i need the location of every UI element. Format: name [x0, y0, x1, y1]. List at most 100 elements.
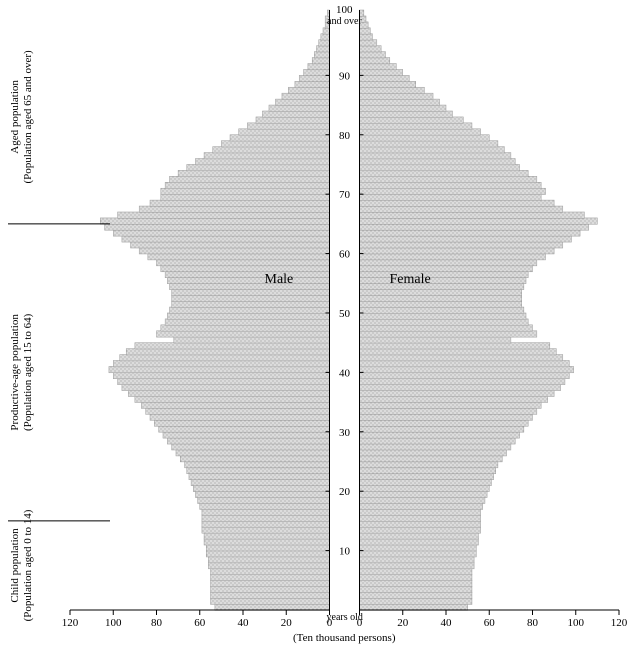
- bar-female: [360, 224, 589, 230]
- bar-male: [135, 343, 330, 349]
- bar-male: [323, 28, 329, 34]
- bar-male: [208, 557, 329, 563]
- bar-male: [211, 568, 330, 574]
- bar-male: [165, 182, 329, 188]
- bar-male: [150, 414, 329, 420]
- bar-female: [360, 182, 542, 188]
- bar-female: [360, 384, 561, 390]
- bar-male: [202, 509, 330, 515]
- bar-female: [360, 260, 537, 266]
- bar-male: [185, 461, 330, 467]
- bar-male: [204, 539, 329, 545]
- x-tick-label: 80: [527, 617, 539, 629]
- bar-female: [360, 254, 546, 260]
- bar-male: [100, 218, 329, 224]
- bracket-label-child: Child population(Population aged 0 to 14…: [9, 509, 34, 621]
- bar-male: [208, 562, 329, 568]
- bar-male: [204, 153, 329, 159]
- bar-female: [360, 580, 472, 586]
- bar-female: [360, 574, 472, 580]
- bar-male: [239, 129, 330, 135]
- bar-male: [206, 551, 329, 557]
- bar-female: [360, 325, 533, 331]
- bar-female: [360, 34, 373, 40]
- bar-female: [360, 230, 581, 236]
- bar-female: [360, 164, 520, 170]
- bar-female: [360, 188, 546, 194]
- y-tick-label: 20: [339, 486, 351, 498]
- bar-female: [360, 545, 477, 551]
- bar-male: [167, 313, 329, 319]
- y-tick-label: 80: [339, 130, 351, 142]
- y-tick-label: 90: [339, 70, 351, 82]
- bar-male: [122, 384, 330, 390]
- bar-male: [189, 473, 330, 479]
- bar-female: [360, 319, 529, 325]
- bar-female: [360, 236, 572, 242]
- bar-male: [120, 355, 330, 361]
- svg-text:(Population aged 65 and over): (Population aged 65 and over): [22, 50, 34, 184]
- svg-text:Child population: Child population: [9, 528, 21, 603]
- bar-female: [360, 592, 472, 598]
- x-tick-label: 80: [151, 617, 163, 629]
- bar-male: [169, 176, 329, 182]
- bar-female: [360, 527, 481, 533]
- bar-male: [131, 242, 330, 248]
- bar-female: [360, 551, 477, 557]
- bar-male: [195, 159, 329, 165]
- bar-female: [360, 450, 507, 456]
- bar-female: [360, 135, 490, 141]
- bar-male: [157, 331, 330, 337]
- bar-female: [360, 46, 382, 52]
- bar-female: [360, 372, 570, 378]
- bar-male: [146, 408, 330, 414]
- bar-male: [139, 206, 329, 212]
- x-tick-label: 100: [568, 617, 585, 629]
- bar-male: [159, 426, 330, 432]
- bar-female: [360, 568, 472, 574]
- bar-male: [122, 236, 330, 242]
- x-tick-label: 40: [441, 617, 453, 629]
- bar-female: [360, 515, 481, 521]
- y-tick-label: 60: [339, 249, 351, 261]
- bar-female: [360, 105, 447, 111]
- bar-female: [360, 194, 542, 200]
- y-tick-label: 40: [339, 367, 351, 379]
- bar-male: [288, 87, 329, 93]
- x-tick-label: 120: [611, 617, 628, 629]
- bar-male: [109, 366, 330, 372]
- bar-female: [360, 485, 490, 491]
- bar-female: [360, 533, 479, 539]
- bar-female: [360, 170, 529, 176]
- bar-female: [360, 93, 434, 99]
- bar-male: [113, 372, 329, 378]
- bar-female: [360, 147, 505, 153]
- bar-male: [269, 105, 330, 111]
- bar-female: [360, 295, 522, 301]
- bar-female: [360, 420, 529, 426]
- bar-female: [360, 81, 416, 87]
- bar-male: [211, 598, 330, 604]
- bar-male: [105, 224, 330, 230]
- bar-male: [304, 69, 330, 75]
- bar-male: [174, 337, 330, 343]
- bracket-label-prod: Productive-age population(Population age…: [9, 313, 34, 431]
- bar-female: [360, 337, 511, 343]
- bar-male: [118, 212, 330, 218]
- bar-male: [135, 396, 330, 402]
- bar-female: [360, 117, 464, 123]
- bar-female: [360, 343, 550, 349]
- bar-female: [360, 141, 498, 147]
- x-axis-unit-label: (Ten thousand persons): [293, 632, 396, 644]
- bar-male: [176, 450, 330, 456]
- bar-male: [202, 521, 330, 527]
- bracket-label-aged: Aged population(Population aged 65 and o…: [9, 50, 34, 184]
- svg-text:Aged population: Aged population: [9, 80, 21, 154]
- bar-female: [360, 604, 468, 610]
- svg-text:Productive-age population: Productive-age population: [9, 314, 21, 431]
- bar-female: [360, 491, 488, 497]
- bar-male: [178, 170, 329, 176]
- bar-female: [360, 562, 475, 568]
- svg-text:(Population aged 0 to 14): (Population aged 0 to 14): [22, 509, 34, 621]
- bar-female: [360, 28, 371, 34]
